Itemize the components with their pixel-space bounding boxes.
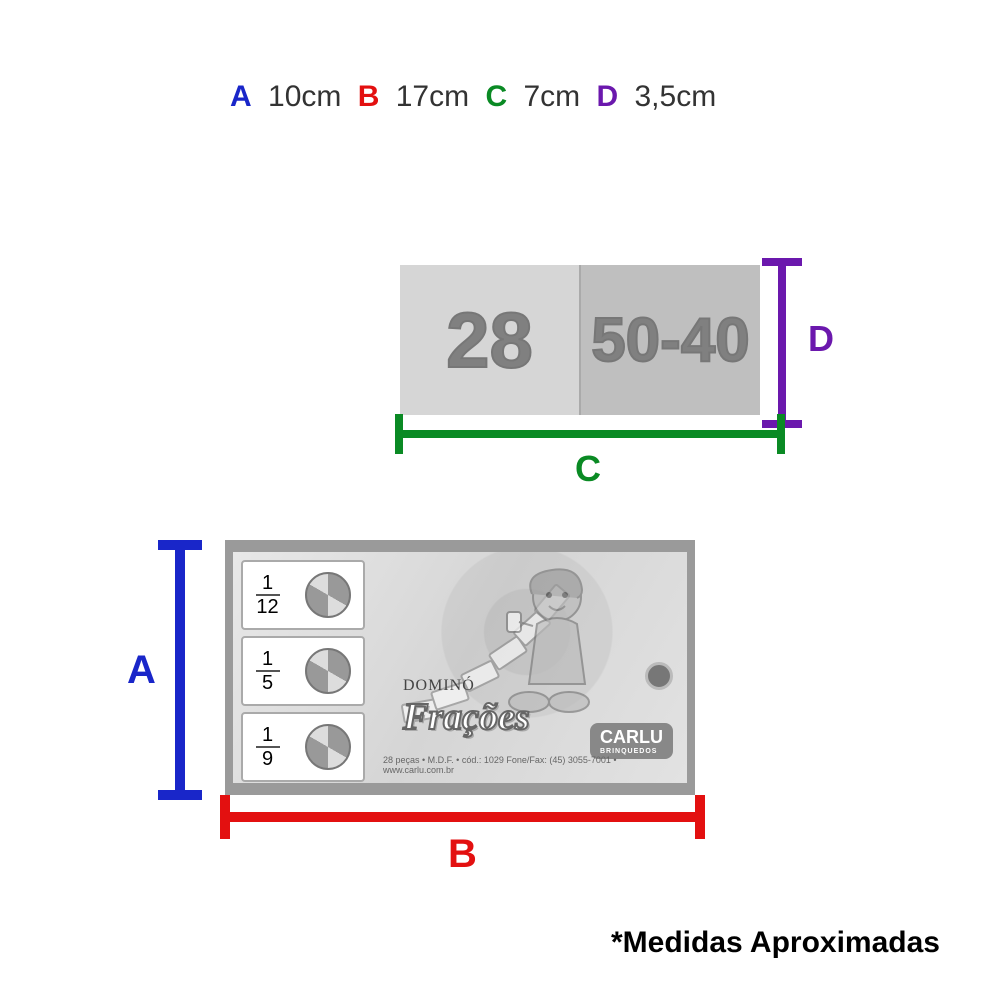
dimension-A-label: A xyxy=(127,648,156,693)
legend-value-B: 17cm xyxy=(396,80,469,113)
fraction-tiles: 112 15 19 xyxy=(241,560,365,782)
pie-icon xyxy=(305,648,351,694)
box-title: DOMINÓ Frações xyxy=(403,677,530,739)
legend-value-C: 7cm xyxy=(523,80,580,113)
fraction-cell: 19 xyxy=(241,712,365,782)
tile-left: 28 xyxy=(400,265,581,415)
dimension-D-label: D xyxy=(808,318,834,360)
pie-icon xyxy=(305,724,351,770)
legend-value-A: 10cm xyxy=(268,80,341,113)
legend-letter-A: A xyxy=(230,80,252,113)
legend-value-D: 3,5cm xyxy=(635,80,717,113)
title-small: DOMINÓ xyxy=(403,677,530,695)
domino-tile: 28 50-40 xyxy=(400,265,760,415)
box-small-text: 28 peças • M.D.F. • cód.: 1029 Fone/Fax:… xyxy=(383,755,687,775)
dimension-B-label: B xyxy=(448,832,477,877)
footnote: *Medidas Aproximadas xyxy=(611,926,940,960)
title-big: Frações xyxy=(403,695,530,739)
fraction-cell: 112 xyxy=(241,560,365,630)
legend-letter-D: D xyxy=(596,80,618,113)
legend: A 10cm B 17cm C 7cm D 3,5cm xyxy=(230,80,724,114)
pie-icon xyxy=(305,572,351,618)
brand-badge: CARLU BRINQUEDOS xyxy=(590,723,673,759)
box-hole-icon xyxy=(645,662,673,690)
legend-letter-C: C xyxy=(485,80,507,113)
legend-letter-B: B xyxy=(358,80,380,113)
fraction-cell: 15 xyxy=(241,636,365,706)
product-box: 112 15 19 DOMINÓ Frações CARLU BRINQUEDO… xyxy=(225,540,695,795)
tile-right: 50-40 xyxy=(581,265,760,415)
dimension-C-label: C xyxy=(575,448,601,490)
